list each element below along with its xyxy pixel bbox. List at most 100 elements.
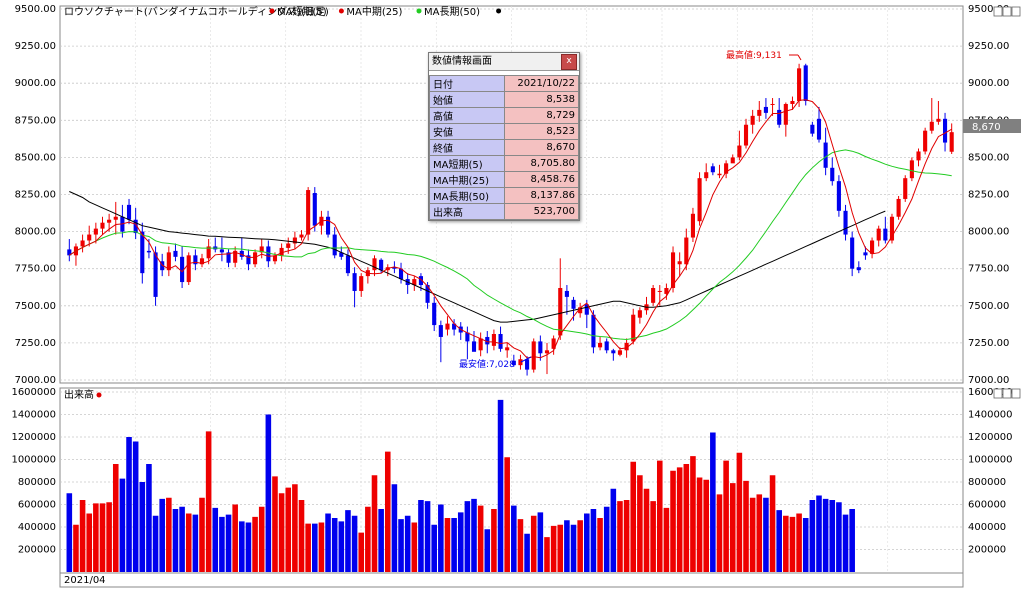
candle-body — [690, 213, 696, 238]
close-button[interactable]: x — [561, 54, 577, 70]
volume-bar — [265, 414, 272, 572]
volume-bar — [690, 456, 696, 572]
volume-bar — [384, 451, 391, 572]
candle-body — [724, 163, 729, 174]
volume-bar — [252, 516, 258, 572]
volume-bar — [411, 522, 418, 572]
volume-bar — [438, 504, 444, 572]
info-row: 出来高 523,700 — [429, 203, 579, 220]
candle-body — [306, 190, 311, 235]
volume-panel-controls[interactable] — [993, 388, 1021, 399]
restore-icon[interactable] — [993, 388, 1003, 399]
volume-bar — [477, 505, 484, 572]
volume-bar — [106, 502, 112, 572]
price-tick-label-left: 7250.00 — [15, 338, 56, 349]
candle-body — [889, 216, 895, 241]
volume-bar — [199, 497, 205, 572]
volume-bar — [172, 509, 179, 572]
volume-bar — [86, 513, 93, 572]
info-row: MA長期(50) 8,137.86 — [429, 187, 579, 204]
price-panel-controls[interactable] — [993, 6, 1021, 17]
volume-bar — [723, 460, 729, 572]
volume-bar — [544, 537, 550, 572]
candle-body — [710, 166, 715, 173]
volume-bar — [716, 494, 723, 572]
candle-body — [253, 252, 258, 265]
volume-bar — [577, 520, 583, 572]
legend-swatch — [496, 8, 502, 14]
volume-bar — [822, 498, 829, 572]
close-icon[interactable] — [1011, 388, 1021, 399]
volume-bars — [66, 399, 855, 572]
candle-body — [949, 132, 954, 152]
candle-body — [107, 219, 112, 223]
candle-body — [903, 178, 908, 199]
candle-body — [909, 160, 914, 179]
volume-bar — [517, 519, 524, 572]
candle-body — [233, 250, 238, 263]
candle-body — [816, 118, 822, 140]
volume-bar — [663, 507, 670, 572]
volume-tick-label-right: 1200000 — [968, 432, 1013, 443]
volume-bar — [789, 516, 796, 572]
data-info-window[interactable]: 数値情報画面 x 日付 2021/10/22 始値 8,538 高値 8,729 安値 8,5… — [428, 52, 580, 221]
volume-bar — [637, 475, 643, 572]
candle-body — [339, 252, 344, 257]
volume-bar — [424, 501, 431, 572]
candle-body — [684, 237, 689, 265]
info-label: MA長期(50) — [429, 187, 505, 204]
candle-body — [100, 222, 105, 229]
candle-body — [783, 103, 788, 125]
volume-bar — [809, 500, 816, 572]
info-window-titlebar[interactable]: 数値情報画面 x — [429, 53, 579, 71]
volume-bar — [298, 500, 305, 572]
candle-body — [657, 290, 662, 292]
close-icon[interactable] — [1011, 6, 1021, 17]
candle-body — [186, 255, 191, 283]
candle-body — [942, 118, 948, 143]
candle-body — [810, 124, 815, 134]
volume-bar — [378, 509, 384, 572]
volume-bar — [564, 520, 570, 572]
candle-body — [153, 252, 158, 297]
candle-body — [80, 240, 85, 247]
split-icon[interactable] — [1002, 6, 1012, 17]
candle-body — [717, 173, 722, 176]
volume-bar — [829, 500, 836, 572]
volume-bar — [152, 515, 159, 572]
current-price-value: 8,670 — [972, 122, 1001, 133]
volume-bar — [219, 516, 225, 572]
volume-bar — [630, 461, 637, 572]
info-row: MA中期(25) 8,458.76 — [429, 171, 579, 188]
volume-tick-label-right: 200000 — [968, 545, 1006, 556]
volume-bar — [643, 488, 650, 572]
candle-body — [790, 101, 795, 104]
volume-title: 出来高 — [64, 388, 94, 401]
restore-icon[interactable] — [993, 6, 1003, 17]
candle-body — [737, 145, 742, 158]
volume-bar — [769, 475, 776, 572]
split-icon[interactable] — [1002, 388, 1012, 399]
candle-body — [126, 204, 132, 220]
candle-body — [432, 302, 437, 326]
volume-bar — [756, 494, 763, 572]
volume-bar — [451, 518, 457, 572]
candle-body — [166, 252, 171, 271]
volume-bar — [371, 475, 378, 572]
volume-bar — [278, 493, 285, 572]
volume-bar — [557, 524, 564, 572]
volume-bar — [590, 509, 597, 572]
candle-body — [617, 350, 623, 355]
volume-bar — [623, 500, 630, 572]
volume-bar — [132, 441, 139, 572]
volume-bar — [93, 503, 99, 572]
volume-bar — [212, 507, 219, 572]
candle-body — [876, 228, 881, 241]
volume-bar — [570, 524, 577, 572]
candle-body — [272, 255, 278, 262]
candle-body — [856, 267, 861, 271]
volume-bar — [783, 515, 789, 572]
candle-body — [518, 359, 523, 366]
candle-body — [299, 234, 304, 238]
info-value: 8,458.76 — [504, 171, 579, 188]
